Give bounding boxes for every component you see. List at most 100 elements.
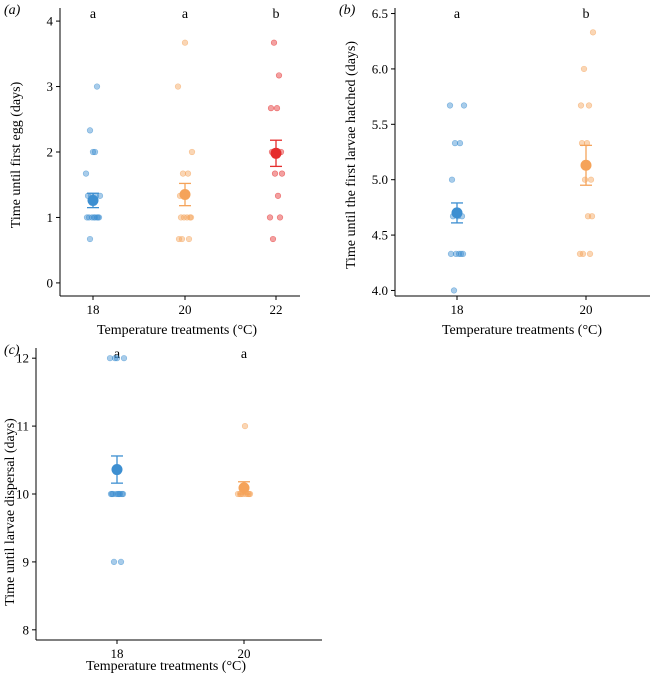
x-axis-title-b: Temperature treatments (°C) xyxy=(442,323,602,338)
mean-point xyxy=(87,194,99,206)
data-point xyxy=(120,355,128,362)
data-point xyxy=(96,192,104,199)
data-point xyxy=(89,148,97,156)
data-point xyxy=(241,422,249,430)
data-point xyxy=(86,127,94,134)
data-point xyxy=(448,176,456,183)
y-tick-label: 5.5 xyxy=(372,117,388,132)
data-point xyxy=(185,235,193,243)
data-point xyxy=(174,83,182,90)
data-point xyxy=(188,148,196,156)
data-point xyxy=(273,105,281,112)
y-tick-label: 2 xyxy=(47,145,54,160)
x-tick-label: 18 xyxy=(451,302,464,317)
y-tick-label: 8 xyxy=(23,622,30,637)
y-tick-label: 6.5 xyxy=(372,6,388,21)
significance-letter: a xyxy=(114,347,121,362)
panel-label-a: (a) xyxy=(4,3,21,18)
data-point xyxy=(175,235,183,243)
panel-a: (a) Time until first egg (days) Temperat… xyxy=(4,3,300,338)
data-point xyxy=(271,170,279,177)
y-tick-label: 12 xyxy=(16,351,29,366)
data-point xyxy=(83,214,91,221)
y-tick-label: 10 xyxy=(16,487,29,502)
data-point xyxy=(586,250,594,258)
data-point xyxy=(85,214,93,221)
mean-point xyxy=(238,482,250,494)
data-point xyxy=(276,214,284,221)
y-axis-title-a: Time until first egg (days) xyxy=(9,81,24,228)
data-point xyxy=(460,102,468,109)
data-point xyxy=(114,490,122,498)
data-point xyxy=(450,287,458,294)
data-point xyxy=(108,490,116,498)
significance-letter: b xyxy=(273,7,280,22)
data-point xyxy=(269,235,277,243)
significance-letter: a xyxy=(182,7,189,22)
y-axis-title-b: Time until the first larvae hatched (day… xyxy=(344,41,359,269)
x-tick-label: 22 xyxy=(270,302,283,317)
data-point xyxy=(111,355,119,362)
significance-letter: b xyxy=(583,7,590,22)
y-tick-label: 4 xyxy=(47,14,54,29)
panel-label-b: (b) xyxy=(339,3,356,18)
data-point xyxy=(117,558,125,566)
x-tick-label: 20 xyxy=(179,302,192,317)
data-point xyxy=(576,250,584,258)
x-tick-label: 20 xyxy=(580,302,593,317)
x-axis-title-c: Temperature treatments (°C) xyxy=(86,659,246,674)
y-tick-label: 5.0 xyxy=(372,172,388,187)
data-point xyxy=(177,214,185,221)
x-tick-label: 18 xyxy=(111,646,124,661)
y-tick-label: 4.5 xyxy=(372,228,388,243)
y-axis-title-c: Time until larvae dispersal (days) xyxy=(3,418,18,606)
data-point xyxy=(270,39,278,46)
mean-point xyxy=(580,159,592,171)
data-point xyxy=(266,214,274,221)
data-point xyxy=(457,250,465,258)
panel-c: (c) Time until larvae dispersal (days) T… xyxy=(3,343,322,674)
data-point xyxy=(446,102,454,109)
data-point xyxy=(181,39,189,46)
data-point xyxy=(588,213,596,220)
data-point xyxy=(587,176,595,183)
data-point xyxy=(90,214,98,221)
data-point xyxy=(186,214,194,221)
data-point xyxy=(452,250,460,258)
data-point xyxy=(459,250,467,258)
data-point xyxy=(110,558,118,566)
y-tick-label: 3 xyxy=(47,79,54,94)
data-point xyxy=(93,83,101,90)
x-axis-title-a: Temperature treatments (°C) xyxy=(97,323,257,338)
data-point xyxy=(585,102,593,109)
mean-point xyxy=(179,189,191,201)
y-tick-label: 9 xyxy=(23,554,30,569)
y-tick-label: 11 xyxy=(16,419,29,434)
panel-b: (b) Time until the first larvae hatched … xyxy=(339,3,650,338)
data-point xyxy=(589,29,597,36)
mean-point xyxy=(451,207,463,219)
significance-letter: a xyxy=(90,7,97,22)
significance-letter: a xyxy=(241,347,248,362)
data-point xyxy=(275,72,283,79)
mean-point xyxy=(270,147,282,159)
data-point xyxy=(113,355,121,362)
y-tick-label: 0 xyxy=(47,275,54,290)
y-tick-label: 4.0 xyxy=(372,283,388,298)
panel-label-c: (c) xyxy=(4,343,20,358)
data-point xyxy=(580,65,588,73)
data-point xyxy=(274,192,282,199)
data-point xyxy=(106,355,114,362)
data-point xyxy=(278,170,286,177)
data-point xyxy=(82,170,90,177)
data-point xyxy=(86,235,94,243)
data-point xyxy=(456,140,464,147)
significance-letter: a xyxy=(454,7,461,22)
mean-point xyxy=(111,464,123,476)
x-tick-label: 18 xyxy=(87,302,100,317)
data-point xyxy=(91,148,99,156)
data-point xyxy=(577,102,585,109)
data-point xyxy=(116,490,124,498)
data-point xyxy=(184,170,192,177)
